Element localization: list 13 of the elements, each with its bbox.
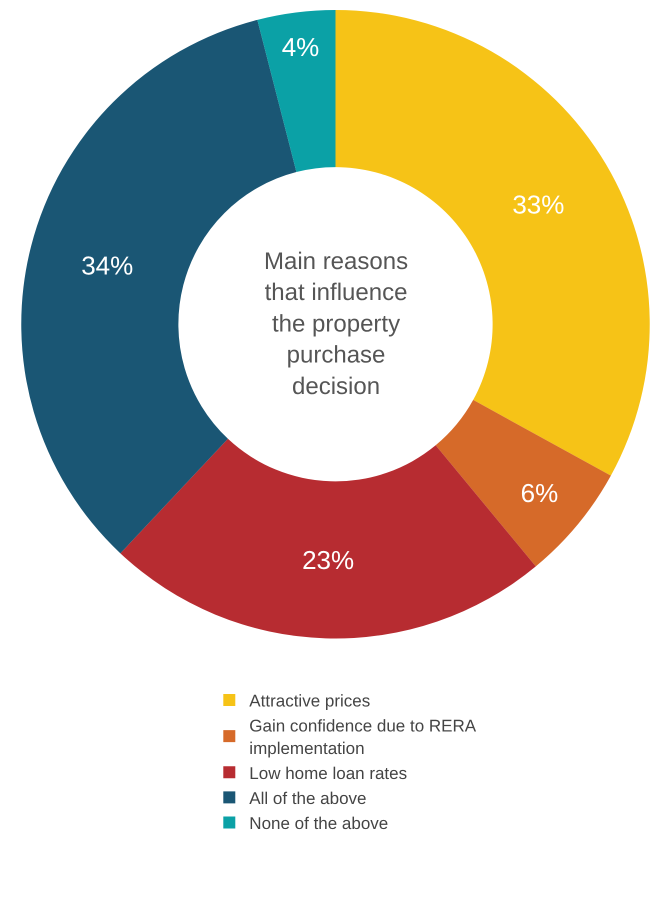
data-label: 33% <box>512 189 564 220</box>
legend-label: Gain confidence due to RERA implementation <box>249 716 477 758</box>
donut-slice <box>257 10 336 172</box>
legend-label: Attractive prices <box>249 692 370 711</box>
donut-slice <box>436 400 611 566</box>
data-label: 6% <box>520 478 558 508</box>
data-label: 4% <box>282 32 320 62</box>
text: Main reasons that influence the property purchase decision <box>264 248 408 400</box>
legend-label: Low home loan rates <box>249 764 408 783</box>
legend-label: None of the above <box>249 814 388 834</box>
data-label: 34% <box>81 250 134 281</box>
legend-label: All of the above <box>249 789 367 808</box>
data-label: 23% <box>302 544 354 575</box>
